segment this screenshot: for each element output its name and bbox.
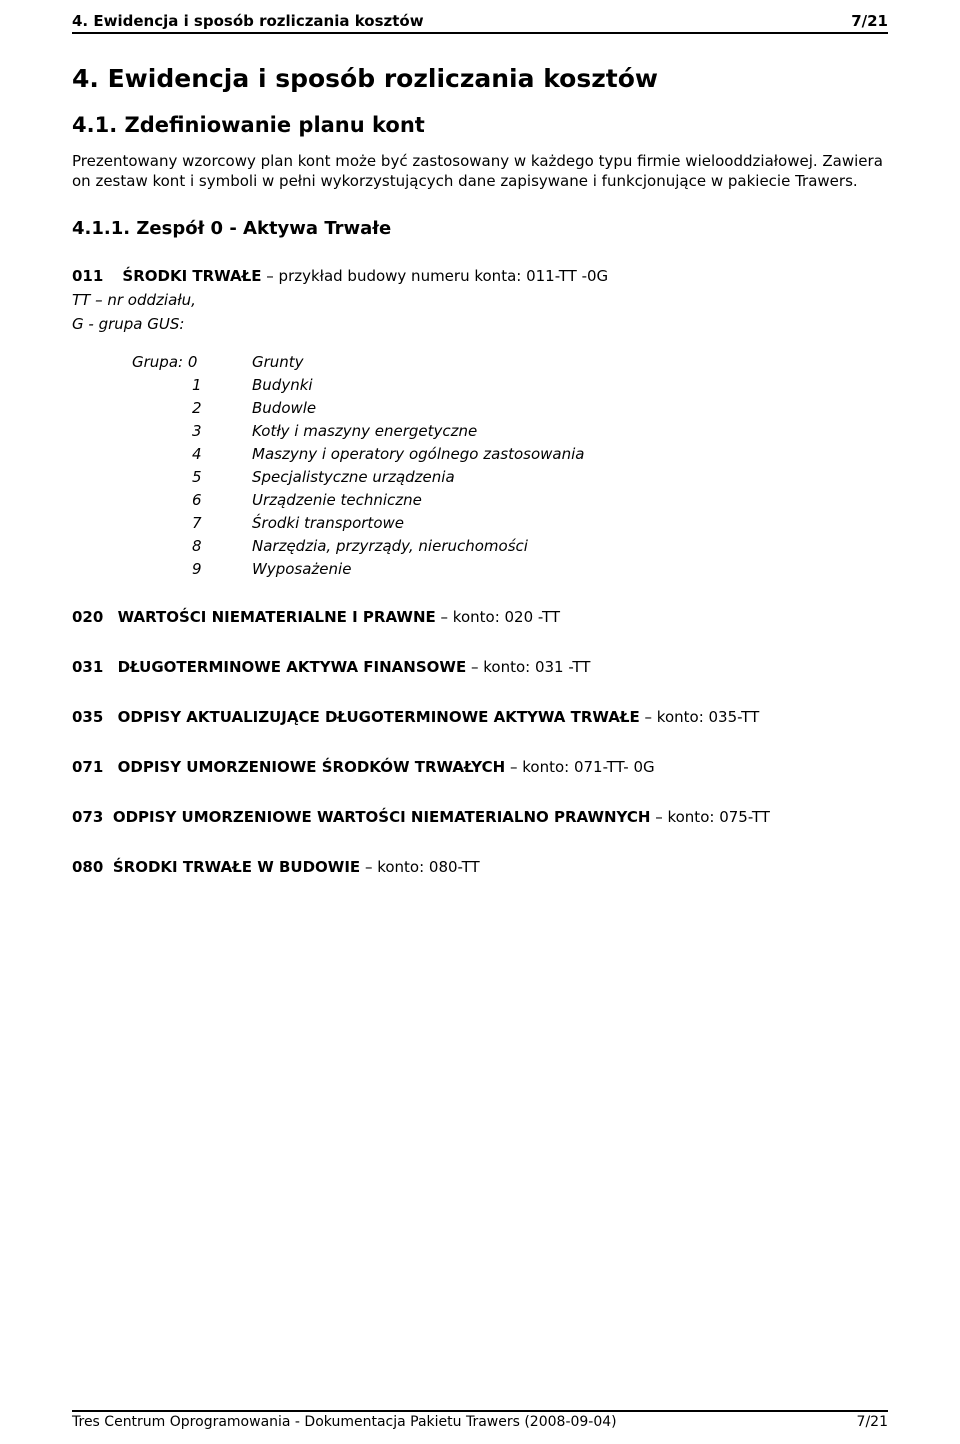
spacer xyxy=(72,632,888,658)
gus-row: 2 Budowle xyxy=(132,399,888,417)
entry-label: WARTOŚCI NIEMATERIALNE I PRAWNE xyxy=(118,608,436,626)
gus-value: Grunty xyxy=(252,353,304,371)
entry-080: 080 ŚRODKI TRWAŁE W BUDOWIE – konto: 080… xyxy=(72,858,888,876)
gus-prefix: Grupa: xyxy=(132,353,183,371)
entry-011-note2: G - grupa GUS: xyxy=(72,315,888,333)
entry-rest: – konto: 075-TT xyxy=(650,808,769,826)
gus-key: 9 xyxy=(132,560,252,578)
entry-label: DŁUGOTERMINOWE AKTYWA FINANSOWE xyxy=(118,658,467,676)
gus-value: Urządzenie techniczne xyxy=(252,491,422,509)
entry-rest: – konto: 080-TT xyxy=(360,858,479,876)
gus-value: Specjalistyczne urządzenia xyxy=(252,468,455,486)
gus-key: 3 xyxy=(132,422,252,440)
gus-key: 6 xyxy=(132,491,252,509)
gus-value: Kotły i maszyny energetyczne xyxy=(252,422,477,440)
gus-row: 5 Specjalistyczne urządzenia xyxy=(132,468,888,486)
subsection-title: 4.1. Zdefiniowanie planu kont xyxy=(72,113,888,137)
entry-code: 071 xyxy=(72,758,103,776)
entry-label: ODPISY AKTUALIZUJĄCE DŁUGOTERMINOWE AKTY… xyxy=(118,708,640,726)
gus-row: 4 Maszyny i operatory ogólnego zastosowa… xyxy=(132,445,888,463)
gus-row: 6 Urządzenie techniczne xyxy=(132,491,888,509)
gus-key: 4 xyxy=(132,445,252,463)
gus-value: Narzędzia, przyrządy, nieruchomości xyxy=(252,537,528,555)
gus-row: Grupa: 0 Grunty xyxy=(132,353,888,371)
gus-row: 8 Narzędzia, przyrządy, nieruchomości xyxy=(132,537,888,555)
entry-031: 031 DŁUGOTERMINOWE AKTYWA FINANSOWE – ko… xyxy=(72,658,888,676)
entry-label: ODPISY UMORZENIOWE WARTOŚCI NIEMATERIALN… xyxy=(113,808,651,826)
gus-value: Budynki xyxy=(252,376,313,394)
gus-row: 1 Budynki xyxy=(132,376,888,394)
spacer xyxy=(72,832,888,858)
page: 4. Ewidencja i sposób rozliczania kosztó… xyxy=(0,0,960,1444)
entry-073: 073 ODPISY UMORZENIOWE WARTOŚCI NIEMATER… xyxy=(72,808,888,826)
section-title: 4. Ewidencja i sposób rozliczania kosztó… xyxy=(72,64,888,93)
page-footer: Tres Centrum Oprogramowania - Dokumentac… xyxy=(72,1410,888,1430)
entry-label: ODPISY UMORZENIOWE ŚRODKÓW TRWAŁYCH xyxy=(118,758,506,776)
page-header: 4. Ewidencja i sposób rozliczania kosztó… xyxy=(72,12,888,34)
gus-key: 1 xyxy=(132,376,252,394)
gus-key: 8 xyxy=(132,537,252,555)
footer-left: Tres Centrum Oprogramowania - Dokumentac… xyxy=(72,1414,617,1430)
entry-label: ŚRODKI TRWAŁE W BUDOWIE xyxy=(113,858,360,876)
entry-code: 011 xyxy=(72,267,103,285)
entry-011: 011 ŚRODKI TRWAŁE – przykład budowy nume… xyxy=(72,267,888,285)
entry-rest: – przykład budowy numeru konta: 011-TT -… xyxy=(262,267,609,285)
entry-020: 020 WARTOŚCI NIEMATERIALNE I PRAWNE – ko… xyxy=(72,608,888,626)
spacer xyxy=(72,732,888,758)
entry-label: ŚRODKI TRWAŁE xyxy=(122,267,261,285)
entry-code: 035 xyxy=(72,708,103,726)
entry-code: 080 xyxy=(72,858,103,876)
entry-rest: – konto: 071-TT- 0G xyxy=(505,758,654,776)
spacer xyxy=(72,682,888,708)
entry-rest: – konto: 035-TT xyxy=(640,708,759,726)
entry-035: 035 ODPISY AKTUALIZUJĄCE DŁUGOTERMINOWE … xyxy=(72,708,888,726)
gus-row: 3 Kotły i maszyny energetyczne xyxy=(132,422,888,440)
gus-value: Środki transportowe xyxy=(252,514,404,532)
gus-row: 9 Wyposażenie xyxy=(132,560,888,578)
header-page-number: 7/21 xyxy=(851,12,888,30)
header-title: 4. Ewidencja i sposób rozliczania kosztó… xyxy=(72,12,424,30)
entry-rest: – konto: 031 -TT xyxy=(466,658,590,676)
entry-code: 073 xyxy=(72,808,103,826)
gus-key: 5 xyxy=(132,468,252,486)
gus-key: 2 xyxy=(132,399,252,417)
gus-value: Maszyny i operatory ogólnego zastosowani… xyxy=(252,445,584,463)
spacer xyxy=(72,782,888,808)
footer-right: 7/21 xyxy=(857,1414,888,1430)
gus-key: 7 xyxy=(132,514,252,532)
gus-value: Budowle xyxy=(252,399,316,417)
gus-table: Grupa: 0 Grunty 1 Budynki 2 Budowle 3 Ko… xyxy=(132,353,888,578)
sub-sub-title: 4.1.1. Zespół 0 - Aktywa Trwałe xyxy=(72,218,888,239)
entry-011-note1: TT – nr oddziału, xyxy=(72,291,888,309)
entry-code: 020 xyxy=(72,608,103,626)
gus-key: Grupa: 0 xyxy=(132,353,252,371)
gus-index: 0 xyxy=(188,353,198,371)
entry-code: 031 xyxy=(72,658,103,676)
gus-value: Wyposażenie xyxy=(252,560,351,578)
entry-rest: – konto: 020 -TT xyxy=(436,608,560,626)
gus-row: 7 Środki transportowe xyxy=(132,514,888,532)
entry-071: 071 ODPISY UMORZENIOWE ŚRODKÓW TRWAŁYCH … xyxy=(72,758,888,776)
subsection-paragraph: Prezentowany wzorcowy plan kont może być… xyxy=(72,151,888,192)
